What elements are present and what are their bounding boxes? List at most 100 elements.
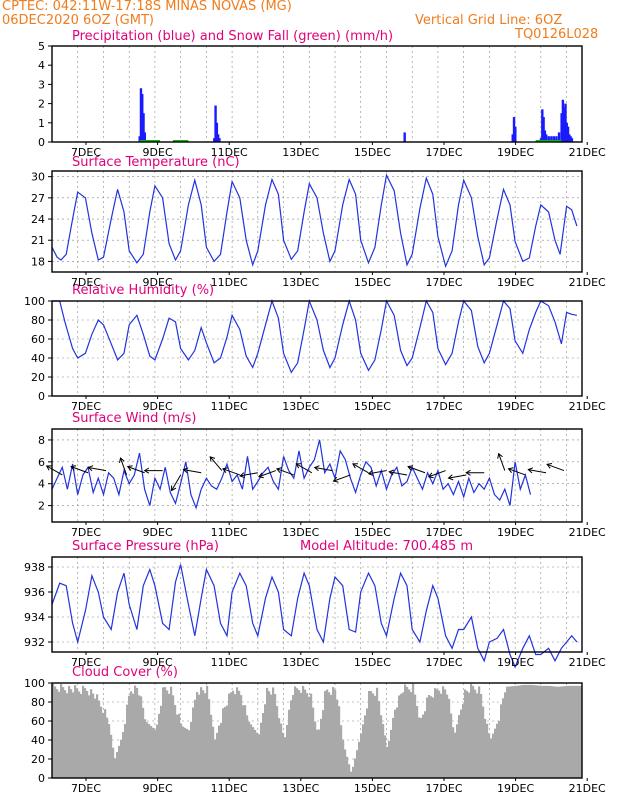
- y-tick-label: 2: [38, 500, 45, 513]
- cloud-column: [348, 764, 351, 778]
- cloud-column: [214, 739, 217, 778]
- x-tick-label: 15DEC: [354, 400, 391, 413]
- cloud-column: [296, 688, 299, 778]
- cloud-column: [332, 687, 335, 778]
- cloud-column: [566, 685, 569, 778]
- cloud-column: [540, 685, 543, 778]
- cloud-column: [302, 686, 305, 778]
- precip-bar: [215, 122, 219, 142]
- cloud-column: [260, 722, 263, 778]
- cloud-column: [516, 685, 519, 778]
- cloud-column: [558, 686, 561, 778]
- precip-bar: [541, 109, 544, 142]
- wind-arrow: [389, 471, 408, 476]
- cloud-column: [470, 683, 473, 778]
- rh-title: Relative Humidity (%): [72, 283, 215, 298]
- cloud-column: [442, 686, 445, 778]
- cloud-column: [454, 732, 457, 778]
- x-tick-label: 17DEC: [425, 276, 462, 289]
- series-line: [52, 298, 578, 374]
- x-tick-label: 7DEC: [71, 400, 101, 413]
- cloud-column: [426, 697, 429, 778]
- cloud-column: [232, 690, 235, 778]
- cloud-column: [334, 689, 337, 778]
- cloud-column: [508, 686, 511, 778]
- wind-arrow-head: [313, 465, 320, 472]
- y-tick-label: 4: [38, 59, 45, 72]
- cloud-column: [206, 685, 209, 778]
- cloud-column: [268, 691, 271, 778]
- x-tick-label: 21DEC: [569, 276, 606, 289]
- y-tick-label: 60: [31, 715, 45, 728]
- wind-arrow: [119, 457, 128, 476]
- y-tick-label: 0: [38, 136, 45, 149]
- cloud-column: [404, 684, 407, 778]
- cloud-column: [520, 685, 523, 778]
- cloud-column: [524, 684, 527, 778]
- x-tick-label: 19DEC: [497, 526, 534, 539]
- wind-arrow: [183, 469, 202, 474]
- cloud-column: [252, 727, 255, 778]
- cloud-column: [300, 692, 303, 778]
- cloud-column: [202, 690, 205, 778]
- x-tick-label: 13DEC: [282, 656, 319, 669]
- cloud-column: [400, 693, 403, 778]
- cloud-column: [78, 691, 81, 778]
- x-tick-label: 15DEC: [354, 782, 391, 795]
- cloud-column: [102, 712, 105, 778]
- x-tick-label: 17DEC: [425, 782, 462, 795]
- wind-arrow-head: [332, 476, 339, 483]
- precip-bar: [139, 88, 143, 142]
- cloud-column: [258, 734, 261, 778]
- cloud-column: [506, 686, 509, 778]
- cloud-column: [278, 718, 281, 778]
- precip-bar: [141, 94, 144, 142]
- panel-frame: [51, 170, 583, 273]
- cloud-column: [178, 713, 181, 778]
- x-tick-label: 11DEC: [211, 526, 248, 539]
- wind-title: Surface Wind (m/s): [72, 411, 197, 426]
- cloud-column: [180, 723, 183, 778]
- wind-arrow: [276, 468, 295, 476]
- wind-arrow-head: [143, 467, 150, 474]
- cloud-column: [514, 685, 517, 778]
- x-tick-label: 21DEC: [569, 526, 606, 539]
- cloud-column: [172, 695, 175, 778]
- cloud-column: [184, 727, 187, 778]
- cloud-column: [432, 697, 435, 778]
- precip-bar: [561, 99, 565, 142]
- cloud-column: [528, 684, 531, 778]
- cloud-column: [246, 715, 249, 778]
- y-tick-label: 0: [38, 772, 45, 785]
- cloud-column: [456, 724, 459, 778]
- panel-frame: [51, 682, 583, 779]
- cloud-column: [394, 709, 397, 778]
- precip-bar: [511, 134, 514, 142]
- cloud-column: [76, 688, 79, 778]
- cloud-column: [204, 693, 207, 778]
- cloud-column: [84, 688, 87, 778]
- cloud-column: [416, 706, 419, 778]
- cloud-column: [328, 692, 331, 778]
- wind-arrow-head: [352, 463, 358, 469]
- wind-arrow-head: [209, 456, 216, 462]
- cloud-column: [424, 711, 427, 778]
- cloud-column: [196, 691, 199, 778]
- cloud-column: [374, 695, 377, 778]
- cloud-column: [244, 705, 247, 778]
- cloud-column: [338, 706, 341, 778]
- cloud-column: [548, 685, 551, 778]
- x-tick-label: 11DEC: [211, 400, 248, 413]
- cloud-column: [440, 693, 443, 778]
- cloud-column: [92, 693, 95, 778]
- y-tick-label: 932: [24, 636, 45, 649]
- cloud-column: [52, 683, 55, 778]
- cloud-column: [170, 686, 173, 778]
- cloud-column: [518, 685, 521, 778]
- y-tick-label: 20: [31, 371, 45, 384]
- cloud-column: [560, 686, 563, 778]
- cloud-column: [392, 717, 395, 778]
- cloud-column: [476, 693, 479, 778]
- cloud-column: [554, 686, 557, 778]
- x-tick-label: 11DEC: [211, 276, 248, 289]
